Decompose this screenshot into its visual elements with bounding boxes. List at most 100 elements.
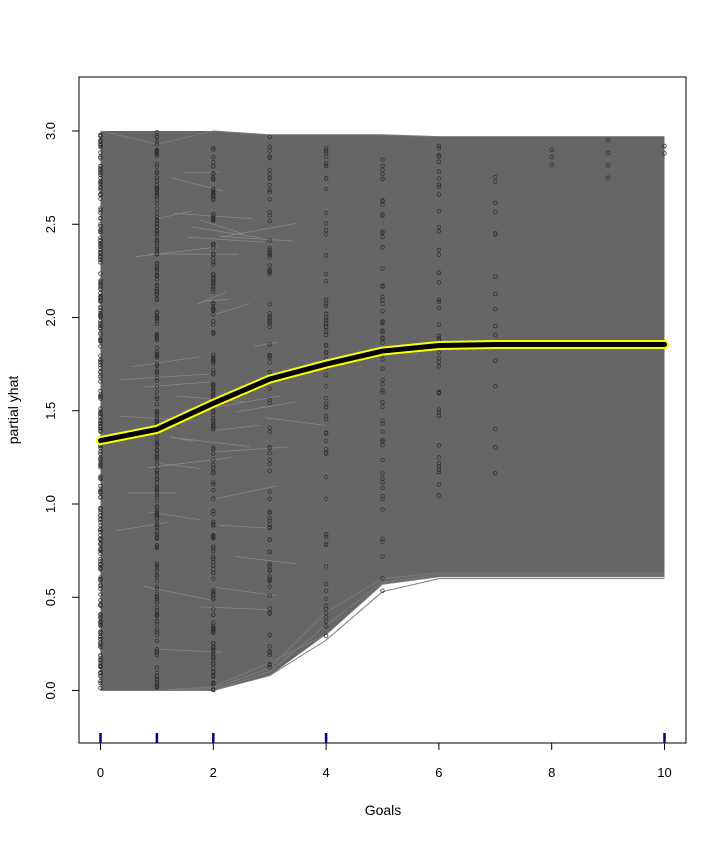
ice-point [323, 303, 329, 309]
ice-line [253, 342, 278, 347]
ice-point [380, 421, 385, 426]
ice-point [493, 306, 498, 312]
ice-point [493, 231, 498, 236]
ice-point [267, 644, 272, 649]
ice-point [267, 269, 272, 275]
ice-point [154, 504, 160, 509]
ice-line [171, 437, 250, 447]
ice-point [98, 458, 103, 463]
ice-point [267, 302, 272, 307]
ice-point [380, 212, 385, 217]
ice-point [98, 505, 103, 511]
ice-point [154, 161, 160, 167]
ice-point [323, 210, 329, 216]
ice-point [154, 681, 160, 686]
ice-point [98, 373, 103, 378]
ice-point [154, 484, 160, 489]
ice-point [323, 534, 329, 540]
x-tick-label: 4 [322, 765, 329, 780]
ice-point [493, 274, 498, 279]
ice-point [267, 632, 272, 637]
ice-point [98, 286, 103, 292]
ice-point [323, 496, 329, 501]
ice-point [211, 670, 216, 675]
ice-point [267, 549, 272, 555]
ice-point [267, 354, 272, 359]
ice-point [98, 527, 103, 532]
ice-point [323, 596, 329, 601]
ice-point [154, 266, 160, 272]
ice-point [98, 603, 103, 608]
ice-point [98, 456, 103, 462]
ice-point [267, 155, 272, 161]
ice-point [154, 522, 160, 528]
ice-line [234, 556, 297, 565]
ice-line [143, 585, 211, 601]
ice-line [100, 572, 665, 691]
ice-line [120, 373, 209, 381]
ice-point [98, 305, 103, 311]
ice-point [154, 510, 160, 516]
ice-point [267, 218, 272, 224]
ice-point [493, 384, 498, 389]
ice-point [436, 154, 442, 159]
ice-point [211, 465, 216, 471]
ice-line [265, 417, 327, 426]
ice-point [98, 561, 103, 567]
ice-point [380, 536, 385, 542]
ice-point [154, 411, 160, 416]
ice-point [436, 464, 442, 469]
ice-point [98, 229, 103, 234]
ice-point [323, 607, 329, 612]
ice-point [211, 576, 216, 581]
ice-point [98, 645, 103, 650]
ice-point [267, 445, 272, 451]
ice-point [154, 210, 160, 216]
ice-point [98, 487, 103, 492]
ice-point [380, 382, 385, 387]
ice-point [211, 480, 216, 485]
ice-point [436, 297, 442, 302]
ice-point [98, 191, 103, 197]
ice-point [154, 321, 160, 327]
ice-point [154, 402, 160, 407]
ice-point [493, 323, 498, 329]
ice-point [98, 144, 103, 150]
ice-point [98, 280, 103, 285]
ice-point [211, 612, 216, 618]
ice-point [267, 267, 272, 272]
ice-point [154, 251, 160, 256]
ice-point [380, 202, 385, 207]
ice-point [211, 283, 216, 289]
ice-point [98, 578, 103, 583]
ice-point [98, 451, 103, 457]
y-tick-label: 1.5 [43, 402, 58, 420]
y-axis-title: partial yhat [5, 376, 21, 445]
ice-point [380, 329, 385, 335]
ice-point [98, 206, 103, 211]
ice-point [380, 366, 385, 371]
ice-point [154, 515, 160, 521]
ice-point [493, 291, 498, 297]
ice-point [211, 372, 216, 377]
ice-point [211, 554, 216, 560]
ice-point [211, 662, 216, 667]
ice-point [98, 210, 103, 216]
ice-point [436, 333, 442, 339]
ice-point [98, 187, 103, 192]
ice-point [436, 143, 442, 149]
ice-point [493, 445, 498, 450]
ice-point [211, 307, 216, 312]
ice-point [605, 162, 611, 168]
ice-point [154, 647, 160, 652]
ice-point [380, 554, 385, 559]
ice-point [98, 295, 103, 301]
ice-point [380, 301, 385, 306]
ice-point [211, 654, 216, 660]
ice-point [211, 556, 216, 562]
ice-point [323, 588, 329, 594]
ice-point [323, 451, 329, 456]
ice-point [154, 676, 160, 682]
ice-point [267, 248, 272, 253]
